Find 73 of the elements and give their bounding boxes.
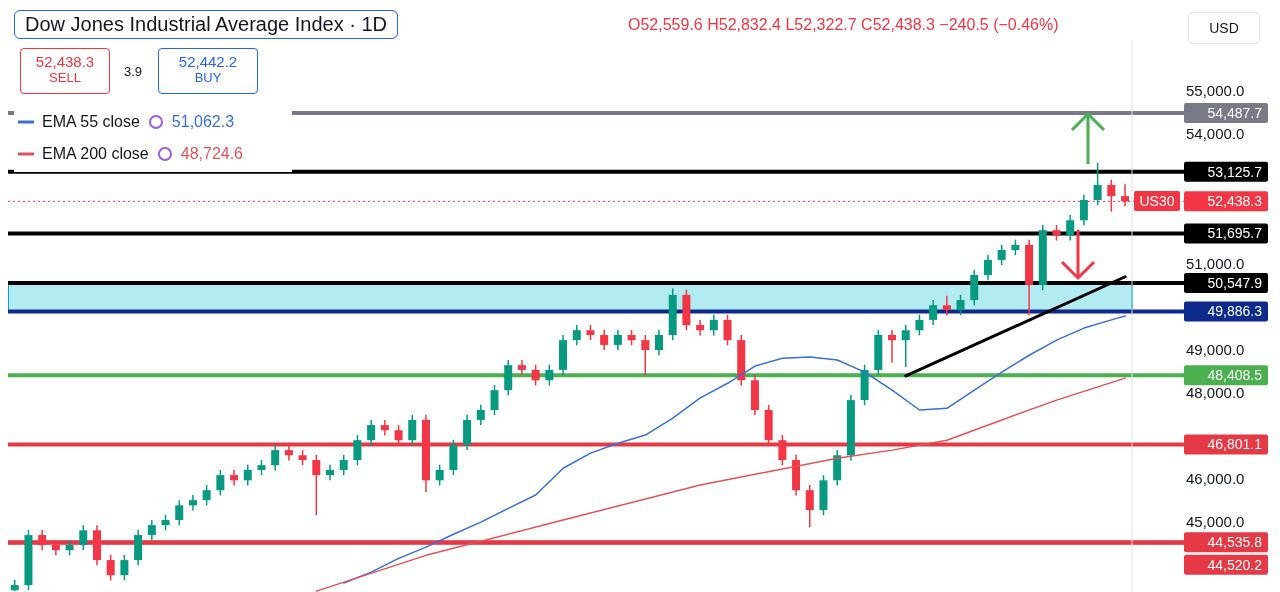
y-tick-label: 51,000.0: [1186, 254, 1245, 272]
candlestick: [1066, 214, 1075, 242]
ref-line-label: 54,487.7: [1207, 104, 1263, 121]
candlestick: [1093, 162, 1102, 206]
candlestick: [613, 329, 622, 351]
y-tick-label: 46,000.0: [1186, 470, 1245, 488]
chart-title: Dow Jones Industrial Average Index · 1D: [14, 10, 399, 39]
annotation: SELL: [48, 70, 82, 85]
candlestick: [915, 313, 924, 337]
y-tick-label: 48,000.0: [1186, 384, 1245, 402]
y-tick-label: 45,000.0: [1186, 513, 1245, 531]
ref-line-label: 50,547.9: [1207, 274, 1263, 291]
candlestick: [709, 313, 718, 337]
line-series: [343, 315, 1126, 584]
text: US30: [1134, 191, 1180, 212]
ref-line-label: 49,886.3: [1207, 303, 1263, 320]
candlestick: [805, 484, 814, 529]
annotation: 51,062.3: [171, 113, 235, 131]
candlestick: [531, 363, 540, 387]
candlestick: [901, 324, 910, 368]
candlestick: [888, 329, 897, 364]
candlestick: [600, 329, 609, 351]
candlestick: [120, 554, 129, 582]
y-tick-label: 54,000.0: [1186, 125, 1245, 143]
candlestick: [243, 464, 252, 487]
candlestick: [202, 484, 211, 507]
y-tick-label: 49,000.0: [1186, 340, 1245, 358]
candlestick: [654, 329, 663, 356]
candlestick: [175, 499, 184, 526]
candlestick: [778, 434, 787, 466]
candlestick: [79, 524, 88, 551]
annotation: 48,724.6: [180, 145, 244, 163]
ref-line-label: 51,695.7: [1207, 225, 1263, 242]
candlestick: [476, 404, 485, 426]
candlestick: [147, 519, 156, 541]
candlestick: [929, 299, 938, 326]
candlestick: [723, 313, 732, 347]
candlestick: [367, 419, 376, 447]
legend-label: EMA 200 close: [42, 145, 149, 163]
ref-line-label: 53,125.7: [1207, 163, 1263, 180]
annotation: 52,438.3: [34, 53, 96, 70]
text: USD: [1188, 12, 1260, 44]
candlestick: [106, 554, 115, 582]
candlestick: [216, 469, 225, 497]
candlestick: [572, 324, 581, 347]
candlestick: [997, 244, 1006, 266]
line-series: [315, 377, 1126, 592]
candlestick: [353, 434, 362, 466]
candlestick: [339, 454, 348, 476]
candlestick: [956, 294, 965, 316]
annotation: 3.9: [124, 64, 143, 79]
candlestick: [641, 334, 650, 377]
ref-line-label: 44,535.8: [1207, 534, 1263, 551]
candlestick: [545, 363, 554, 387]
chart-subtitle: O52,559.6 H52,832.4 L52,322.7 C52,438.3 −240.5 (−0.46%): [628, 16, 1059, 34]
ref-line-label: 48,408.5: [1207, 367, 1263, 384]
candlestick: [983, 254, 992, 281]
candlestick: [1079, 194, 1088, 227]
candlestick: [435, 464, 444, 487]
candlestick: [394, 424, 403, 447]
candlestick: [942, 294, 951, 316]
candlestick: [38, 529, 47, 551]
annotation: 52,442.2: [177, 53, 239, 70]
annotation: BUY: [193, 70, 223, 85]
candlestick: [490, 384, 499, 416]
y-tick-label: 55,000.0: [1186, 82, 1245, 100]
ref-line-label: 46,801.1: [1207, 436, 1263, 453]
legend-label: EMA 55 close: [42, 113, 140, 131]
candlestick: [408, 414, 417, 447]
ref-line-label: 52,438.3: [1207, 193, 1263, 210]
candlestick: [312, 454, 321, 516]
ref-line-label: 44,520.2: [1207, 556, 1263, 573]
candlestick: [271, 444, 280, 472]
